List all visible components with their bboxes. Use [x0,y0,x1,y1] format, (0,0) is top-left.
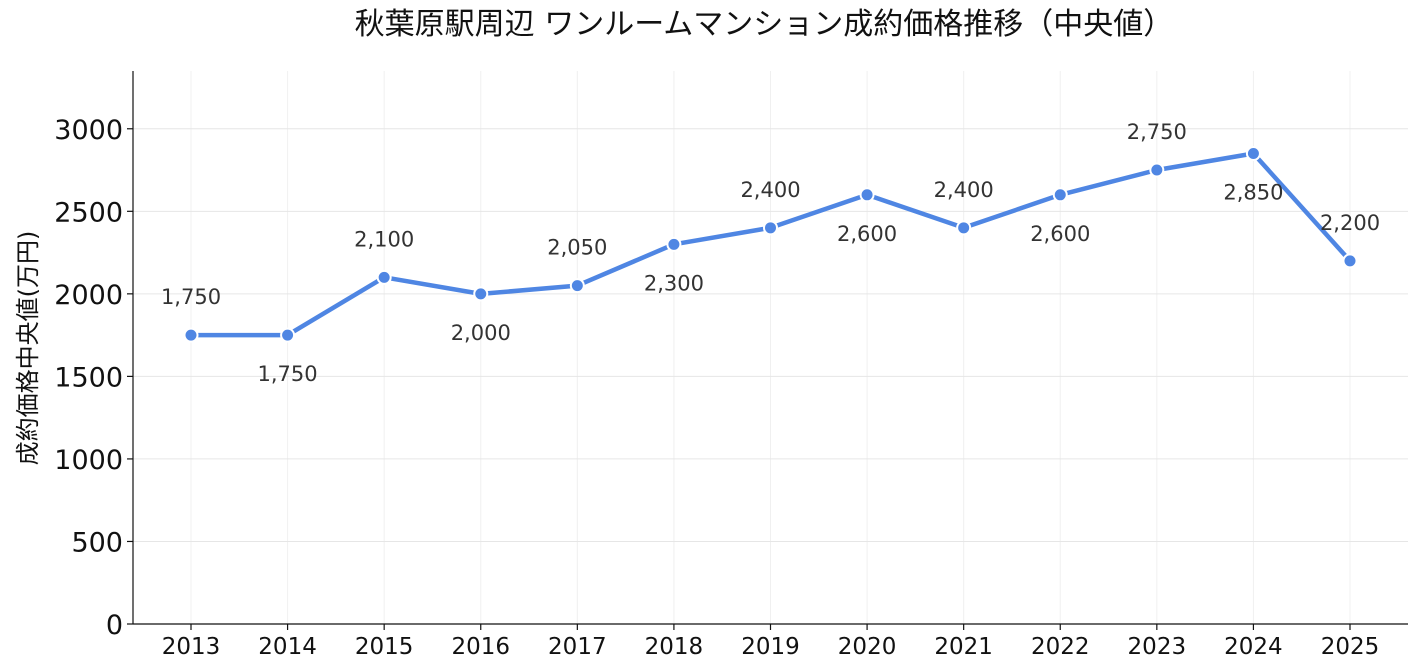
data-point [1149,162,1165,178]
x-tick-label: 2020 [838,634,897,660]
y-tick-label: 1000 [54,445,123,476]
y-axis-label: 成約価格中央値(万円) [14,231,42,466]
data-point [1342,253,1358,269]
x-tick-label: 2024 [1224,634,1283,660]
x-tick-label: 2013 [162,634,221,660]
data-label: 2,100 [354,227,414,251]
x-tick-label: 2016 [451,634,510,660]
data-point [569,278,585,294]
data-label: 2,850 [1223,181,1283,205]
grid-lines [133,71,1408,625]
data-label: 2,200 [1320,211,1380,235]
data-point [666,236,682,252]
x-tick-label: 2017 [548,634,607,660]
data-label: 2,600 [837,222,897,246]
data-point [376,269,392,285]
y-tick-label: 2500 [54,197,123,228]
data-label: 1,750 [258,362,318,386]
data-points [183,146,1358,343]
data-label: 1,750 [161,285,221,309]
data-label: 2,400 [934,178,994,202]
data-label: 2,000 [451,321,511,345]
x-tick-label: 2015 [355,634,414,660]
x-tick-label: 2014 [258,634,317,660]
data-label: 2,400 [740,178,800,202]
data-point [1052,187,1068,203]
x-tick-label: 2023 [1128,634,1187,660]
chart-title: 秋葉原駅周辺 ワンルームマンション成約価格推移（中央値） [355,7,1174,42]
axes [127,71,1408,630]
y-tick-label: 3000 [54,115,123,146]
y-tick-label: 2000 [54,280,123,311]
data-label: 2,050 [547,236,607,260]
x-tick-label: 2022 [1031,634,1090,660]
data-point [763,220,778,236]
x-tick-label: 2018 [645,634,704,660]
data-point [1245,146,1261,162]
data-point [956,220,972,236]
y-tick-label: 0 [106,610,123,641]
data-point [183,327,199,343]
x-tick-label: 2019 [741,634,800,660]
x-tick-label: 2025 [1321,634,1380,660]
tick-labels: 0 500 1000 1500 2000 2500 3000 2013 2014 2015 2016… [54,115,1379,660]
x-tick-label: 2021 [934,634,993,660]
data-label: 2,300 [644,271,704,295]
data-labels: 1,750 1,750 2,100 2,000 2,050 2,300 2,400 2,600… [161,120,1380,386]
data-point [473,286,489,302]
data-point [280,327,296,343]
data-label: 2,750 [1127,120,1187,144]
data-point [859,187,875,203]
data-label: 2,600 [1030,222,1090,246]
y-tick-label: 1500 [54,362,123,393]
y-tick-label: 500 [71,527,123,558]
